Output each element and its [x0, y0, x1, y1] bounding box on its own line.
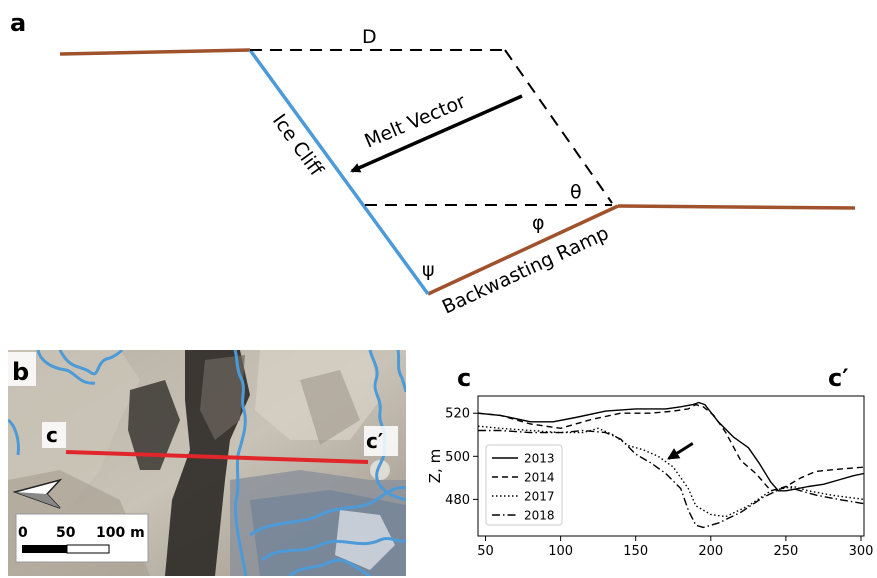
series-line-2014 — [477, 403, 865, 492]
panel-b: b c c′ 0 50 100 m — [8, 350, 406, 576]
c-end-label-box: c′ — [364, 426, 398, 456]
outline-far-right — [396, 350, 406, 393]
theta-label: θ — [570, 181, 582, 203]
outline-bottom-network — [249, 485, 406, 537]
outline-mid-top — [233, 350, 248, 576]
backwasting-ramp-label: Backwasting Ramp — [439, 222, 612, 318]
outline-bottom-network-2 — [261, 537, 406, 562]
y-tick-label-480: 480 — [445, 493, 470, 508]
legend-label-2013: 2013 — [524, 452, 555, 466]
x-tick-label-150: 150 — [623, 544, 648, 559]
chart-series — [477, 401, 865, 529]
y-tick-label-520: 520 — [445, 407, 470, 422]
x-tick-label-250: 250 — [773, 544, 798, 559]
scale-tick-100: 100 m — [96, 525, 145, 541]
chart-arrow — [667, 442, 694, 460]
profile-arrow — [667, 442, 694, 460]
c-end-label: c′ — [366, 429, 383, 453]
c-start-label: c — [46, 423, 58, 447]
outline-bottom-network-3 — [288, 558, 371, 576]
panel-a: a D Melt Vector Ice Cliff θ φ ψ Backwast… — [10, 9, 856, 319]
scale-tick-0: 0 — [18, 525, 28, 541]
x-tick-label-300: 300 — [849, 544, 874, 559]
legend-label-2018: 2018 — [524, 509, 555, 523]
outline-right-mid — [375, 444, 406, 502]
plot-frame — [477, 395, 865, 537]
profile-line-c — [65, 450, 369, 464]
panel-c-end-label: c′ — [828, 364, 849, 392]
chart-legend: 2013 2014 2017 2018 — [485, 444, 563, 526]
scale-segment-black — [22, 545, 67, 553]
panel-b-label: b — [12, 358, 29, 386]
x-tick-label-50: 50 — [477, 544, 494, 559]
x-tick-label-100: 100 — [548, 544, 573, 559]
scale-tick-50: 50 — [56, 525, 76, 541]
north-arrow-icon — [12, 478, 63, 509]
panel-b-label-box: b — [8, 352, 36, 386]
phi-label: φ — [532, 212, 545, 234]
outline-top-left — [58, 350, 124, 376]
y-axis-label: Z, m — [426, 449, 444, 483]
right-glacier-surface — [617, 204, 856, 210]
d-label: D — [362, 26, 377, 48]
panel-c-label: c — [457, 364, 471, 392]
psi-label: ψ — [422, 259, 435, 281]
series-line-2018 — [478, 429, 865, 529]
chart-ticks: 50 100 150 200 250 300 480 500 520 — [445, 407, 873, 559]
scale-segment-white — [66, 544, 110, 554]
outline-left-bottom — [8, 418, 20, 456]
x-tick-label-200: 200 — [698, 544, 723, 559]
backwasting-ramp-line — [427, 204, 619, 296]
panel-c: c c′ Z, m 50 100 150 200 250 300 480 500 520 201… — [426, 364, 873, 559]
melt-vector-arrow — [350, 94, 523, 173]
legend-label-2014: 2014 — [524, 471, 555, 485]
y-tick-label-500: 500 — [445, 450, 470, 465]
c-start-label-box: c — [42, 422, 66, 448]
ice-cliff-line — [248, 48, 430, 296]
dashed-right-line — [504, 49, 613, 204]
outline-left-lobe — [36, 350, 96, 385]
glacier-outlines — [8, 350, 406, 576]
scale-bar: 0 50 100 m — [15, 513, 149, 563]
legend-label-2017: 2017 — [524, 490, 555, 504]
panel-a-label: a — [10, 9, 26, 37]
left-glacier-surface — [59, 48, 251, 56]
